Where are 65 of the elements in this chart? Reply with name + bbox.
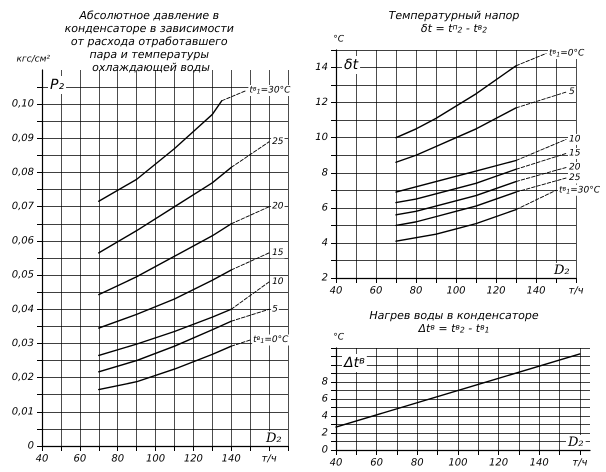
x-tick-label: т/ч [568,286,584,296]
series-label: 25 [272,136,284,147]
x-tick-label: 40 [330,458,342,468]
y-tick-label: 0,05 [12,270,34,281]
y-tick-label: 8 [322,376,328,388]
y-axis-title: кгс/см² [16,54,50,64]
x-tick-label: 80 [111,454,124,464]
y-axis-title: °C [333,34,345,44]
series-label: 10 [569,134,581,144]
y-tick-label: 0,10 [12,98,34,110]
y-tick-label: 0 [322,444,328,456]
x-tick-label: 40 [36,454,48,464]
y-tick-label: 0,09 [12,132,34,144]
x-axis-title: D₂ [567,435,584,450]
x-axis-title: D₂ [265,431,282,446]
x-tick-label: 140 [526,286,546,296]
series-label: 15 [569,148,581,158]
y-tick-label: 10 [315,132,328,144]
x-tick-label: 60 [370,286,382,296]
x-tick-label: 120 [489,458,508,468]
y-tick-label: 0 [28,440,34,452]
y-tick-label: 2 [322,428,328,438]
x-tick-label: 140 [222,454,241,464]
y-tick-label: 0,04 [12,304,34,315]
chart-title: Температурный напор [388,9,520,22]
x-axis-title: D₂ [553,263,570,278]
x-tick-label: 120 [184,454,203,464]
y-tick-label: 14 [315,62,328,74]
series-label: 15 [272,248,284,258]
x-tick-label: т/ч [572,458,588,468]
series-label: 10 [272,276,284,287]
x-tick-label: 60 [73,454,86,464]
y-tick-label: 4 [322,410,328,422]
chart-title: Нагрев воды в конденсаторе [369,309,539,322]
series-label: 5 [569,87,575,98]
x-tick-label: 100 [448,458,468,468]
annotation: δt [344,57,359,73]
y-tick-label: 12 [315,97,328,108]
x-tick-label: 80 [410,286,422,296]
y-tick-label: 0,03 [12,338,34,349]
series-label: 25 [569,173,581,184]
series-label: 5 [272,304,278,314]
y-tick-label: 0,01 [12,406,34,418]
series-label: 20 [272,202,284,212]
x-tick-label: 100 [446,286,466,296]
x-tick-label: 40 [330,286,342,296]
series-label: 20 [569,162,581,173]
y-tick-label: 2 [322,272,328,284]
y-tick-label: 0,02 [12,372,34,384]
y-tick-label: 0,08 [12,167,34,178]
x-tick-label: 140 [530,458,549,468]
y-tick-label: 0,06 [12,235,34,246]
chart-title: Абсолютное давление в конденсаторе в зависимости от расхода отработавшего пара и температуры охлаждающей воды [64,9,238,74]
y-tick-label: 0,07 [12,201,35,212]
x-tick-label: 100 [146,454,166,464]
y-axis-title: °C [333,332,345,342]
annotation: P₂ [50,77,64,93]
x-tick-label: 80 [410,458,424,468]
y-tick-label: 6 [322,394,328,404]
x-tick-label: 120 [486,286,506,296]
x-tick-label: 60 [370,458,384,468]
y-tick-label: 6 [322,202,328,214]
x-tick-label: т/ч [262,454,277,464]
y-tick-label: 4 [322,237,328,248]
y-tick-label: 8 [322,167,328,178]
